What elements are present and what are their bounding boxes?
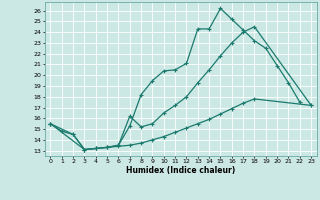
X-axis label: Humidex (Indice chaleur): Humidex (Indice chaleur) (126, 166, 236, 175)
